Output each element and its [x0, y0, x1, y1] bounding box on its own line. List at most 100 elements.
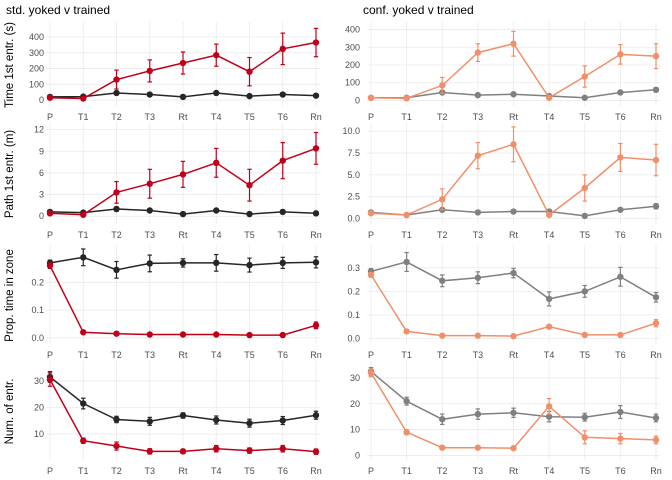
data-point [581, 434, 588, 441]
data-point [581, 94, 588, 101]
x-tick-label: T1 [78, 112, 89, 122]
data-point [403, 397, 410, 405]
data-point [474, 152, 482, 159]
data-point [474, 332, 482, 339]
x-tick-label: T4 [211, 350, 222, 360]
data-point [581, 73, 588, 80]
data-point [474, 444, 482, 451]
x-tick-label: T4 [544, 230, 555, 240]
data-point [279, 259, 286, 267]
data-point [474, 274, 482, 281]
data-point [279, 45, 286, 53]
y-tick-label: 5.0 [347, 170, 360, 180]
data-point [213, 416, 220, 424]
data-point [403, 428, 410, 436]
y-tick-label: 0.3 [347, 263, 360, 273]
data-point [279, 208, 286, 216]
data-point [617, 408, 624, 416]
data-point [279, 157, 286, 164]
data-point [403, 95, 410, 102]
data-point [279, 91, 286, 98]
x-tick-label: T3 [144, 230, 155, 240]
data-point [510, 409, 517, 416]
data-point [179, 93, 187, 101]
y-tick-label: 20 [34, 403, 44, 413]
data-point [581, 413, 588, 421]
data-point [179, 412, 187, 419]
x-tick-label: T6 [277, 230, 288, 240]
x-tick-label: Rn [310, 466, 322, 476]
y-tick-label: 10 [34, 429, 44, 439]
x-tick-label: Rt [179, 466, 188, 476]
y-tick-label: 0.1 [31, 305, 44, 315]
data-point [279, 331, 286, 339]
x-tick-label: T4 [211, 112, 222, 122]
data-point [617, 435, 624, 442]
x-tick-label: Rn [310, 112, 322, 122]
y-tick-label: 0.0 [347, 214, 360, 224]
x-tick-label: T1 [401, 466, 412, 476]
x-tick-label: P [368, 350, 374, 360]
y-tick-label: 300 [345, 42, 360, 52]
data-point [545, 211, 553, 219]
data-point [510, 40, 517, 47]
data-point [403, 258, 410, 266]
y-tick-label: 200 [345, 60, 360, 70]
y-tick-label: 0.2 [347, 286, 360, 296]
series-1 [367, 30, 660, 102]
data-point [617, 206, 624, 213]
x-tick-label: T1 [78, 350, 89, 360]
y-tick-label: 0 [355, 95, 360, 105]
x-tick-label: T3 [473, 230, 484, 240]
data-point [246, 261, 253, 269]
data-point [179, 448, 187, 455]
x-tick-label: T4 [544, 350, 555, 360]
y-tick-label: 400 [345, 25, 360, 35]
x-tick-label: Rn [650, 112, 662, 122]
data-point [581, 184, 588, 192]
x-tick-label: T6 [615, 350, 626, 360]
data-point [545, 94, 553, 101]
x-tick-label: T2 [111, 230, 122, 240]
data-point [179, 259, 187, 267]
data-point [113, 89, 120, 97]
data-point [80, 400, 87, 407]
series-1 [367, 126, 660, 219]
x-tick-label: T3 [144, 466, 155, 476]
y-tick-label: 6 [39, 168, 44, 178]
y-tick-label: 100 [29, 79, 44, 89]
data-point [367, 210, 375, 217]
x-tick-label: T5 [579, 230, 590, 240]
data-point [146, 331, 153, 338]
data-point [652, 156, 660, 164]
data-point [246, 181, 253, 189]
data-point [474, 49, 482, 56]
series-2 [367, 251, 660, 307]
data-point [652, 52, 660, 60]
y-tick-label: 0 [355, 450, 360, 460]
data-point [545, 295, 553, 303]
series-1 [367, 271, 660, 340]
data-point [179, 331, 187, 338]
data-point [510, 91, 517, 98]
y-tick-label: 30 [350, 373, 360, 383]
y-tick-label: 100 [345, 78, 360, 88]
chart-panel-2: 0 100 200 300 400 P T1 T2 T3 Rt T4 T5 T6 Rn conf. yoke… [345, 3, 662, 122]
chart-panel-7: 10 20 30 P T1 T2 T3 Rt T4 T5 T6 Rn Num. of entr. [4, 361, 322, 476]
data-point [246, 92, 253, 100]
data-point [510, 444, 517, 452]
data-point [246, 419, 253, 427]
data-point [312, 39, 320, 46]
x-tick-label: T4 [211, 230, 222, 240]
data-point [146, 67, 153, 75]
x-tick-label: T3 [144, 350, 155, 360]
data-point [46, 94, 54, 101]
x-tick-label: T1 [78, 466, 89, 476]
data-point [617, 273, 624, 280]
data-point [179, 171, 187, 178]
y-tick-label: 400 [29, 32, 44, 42]
chart-panel-1: 0 100 200 300 400 P T1 T2 T3 Rt T4 T5 T6 Rn std. yoked… [4, 3, 322, 122]
data-point [179, 59, 187, 67]
data-point [279, 417, 286, 424]
x-tick-label: Rn [650, 230, 662, 240]
